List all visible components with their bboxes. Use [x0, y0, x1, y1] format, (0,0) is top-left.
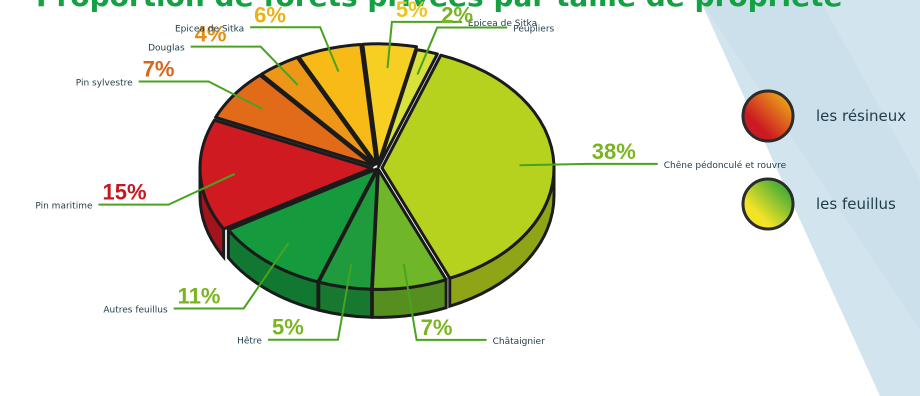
pie-slice-4 — [198, 118, 374, 231]
category-label-0: Chêne pédonculé et rouvre — [664, 160, 787, 171]
pie-slice-3 — [226, 167, 379, 284]
data-label-pct-4: 15% — [103, 180, 147, 205]
leader-line-8 — [386, 20, 462, 69]
legend-label-feuillus: les feuillus — [816, 195, 896, 213]
leader-line-7 — [250, 26, 340, 73]
leader-line-6 — [190, 45, 299, 86]
data-label-pct-6: 4% — [195, 22, 227, 47]
leader-line-1 — [402, 263, 487, 341]
category-label-3: Autres feuillus — [103, 305, 168, 315]
data-label-pct-9: 2% — [441, 3, 473, 28]
category-label-5: Pin sylvestre — [76, 79, 133, 89]
legend: les résineux les feuillus — [741, 89, 906, 231]
category-label-9: Peupliers — [513, 25, 554, 35]
category-label-4: Pin maritime — [35, 202, 93, 212]
data-label-pct-0: 38% — [592, 139, 636, 164]
category-label-2: Hêtre — [237, 336, 262, 347]
data-label-pct-5: 7% — [143, 57, 175, 82]
data-label-pct-2: 5% — [272, 315, 304, 340]
category-label-1: Châtaignier — [493, 337, 546, 347]
category-label-6: Douglas — [148, 44, 185, 54]
leader-line-2 — [267, 263, 353, 341]
leader-line-5 — [138, 80, 263, 110]
legend-item-resineux: les résineux — [741, 89, 906, 143]
legend-swatch-resineux — [741, 89, 795, 143]
data-label-pct-8: 5% — [396, 0, 428, 22]
leader-line-4 — [98, 173, 236, 206]
legend-label-resineux: les résineux — [816, 107, 906, 125]
pie-chart — [198, 42, 556, 319]
leader-line-9 — [416, 26, 508, 75]
category-label-8: Epicea de Sitka — [468, 19, 537, 29]
leader-line-3 — [173, 242, 290, 310]
legend-item-feuillus: les feuillus — [741, 177, 896, 231]
data-label-pct-1: 7% — [421, 315, 453, 340]
background-shape-inner — [700, 0, 920, 330]
leader-line-0 — [519, 162, 658, 167]
category-label-7: Epicea de Sitka — [175, 24, 244, 34]
data-label-pct-7: 6% — [254, 2, 286, 27]
chart-title: Proportion de forêts privées par taille … — [36, 0, 842, 13]
data-label-pct-3: 11% — [178, 283, 221, 308]
legend-swatch-feuillus — [741, 177, 795, 231]
pie-labels: 38% Chêne pédonculé et rouvre 7% Châtaignie… — [35, 0, 786, 347]
